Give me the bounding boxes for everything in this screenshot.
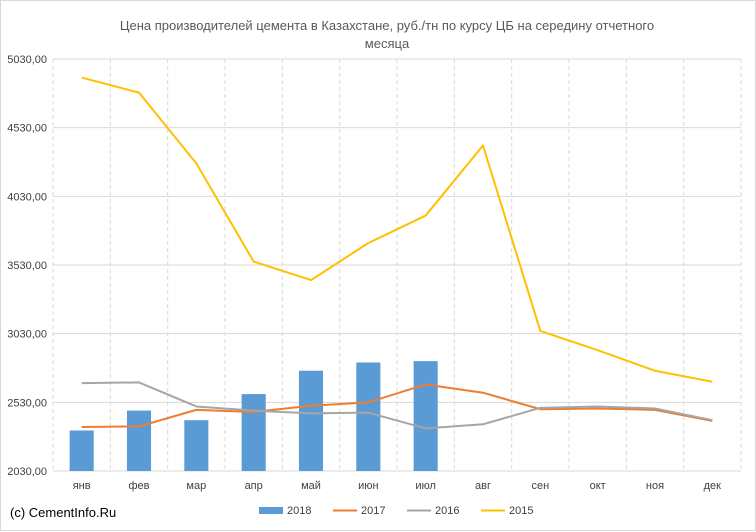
bar-2018-фев: [126, 410, 152, 471]
x-tick-label: апр: [245, 480, 263, 492]
bar-2018-май: [298, 370, 324, 471]
series-line-2016: [81, 381, 713, 430]
bar-2018-янв: [69, 430, 94, 471]
x-tick-label: июл: [415, 480, 436, 492]
y-tick-label: 3030,00: [7, 329, 47, 341]
x-tick-label: ноя: [646, 480, 664, 492]
x-tick-label: май: [301, 480, 321, 492]
credit-text: (c) CementInfo.Ru: [10, 505, 116, 520]
chart-title-line-2: месяца: [365, 36, 410, 51]
legend-label-2016: 2016: [435, 505, 459, 517]
legend: 2018 2017 2016 2015: [259, 505, 533, 517]
bar-2018-апр: [241, 394, 266, 471]
x-tick-label: мар: [186, 480, 206, 492]
series-line-2015: [81, 76, 713, 383]
line-layer: [81, 76, 713, 430]
y-tick-label: 4530,00: [7, 123, 47, 135]
x-tick-label: янв: [73, 480, 91, 492]
chart-title-line-1: Цена производителей цемента в Казахстане…: [120, 18, 654, 33]
x-tick-label: фев: [128, 480, 149, 492]
legend-label-2015: 2015: [509, 505, 533, 517]
y-tick-label: 5030,00: [7, 54, 47, 66]
bar-2018-мар: [184, 420, 209, 471]
x-tick-label: июн: [358, 480, 378, 492]
bar-2018-июн: [356, 362, 381, 471]
series-line-2017: [81, 383, 713, 429]
x-tick-label: дек: [704, 480, 722, 492]
legend-label-2017: 2017: [361, 505, 385, 517]
axis-layer: 2030,00 2530,00 3030,00 3530,00 4030,00 4530,…: [7, 54, 721, 492]
y-tick-label: 2530,00: [7, 397, 47, 409]
y-tick-label: 4030,00: [7, 191, 47, 203]
x-tick-label: авг: [475, 480, 491, 492]
legend-label-2018: 2018: [287, 505, 311, 517]
y-tick-label: 2030,00: [7, 466, 47, 478]
x-tick-label: окт: [590, 480, 606, 492]
x-tick-label: сен: [531, 480, 549, 492]
y-tick-label: 3530,00: [7, 260, 47, 272]
legend-swatch-2018: [259, 507, 283, 514]
bar-2018-июл: [413, 361, 438, 471]
bar-layer: [69, 361, 438, 471]
